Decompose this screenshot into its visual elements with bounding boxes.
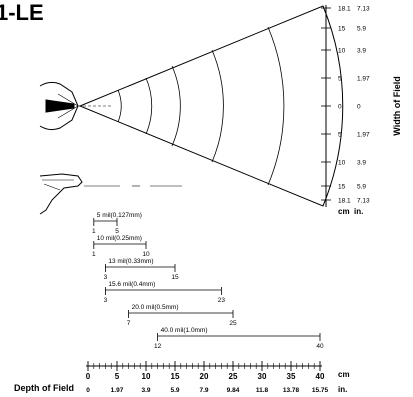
- resolution-bar: 40.0 mil(1.0mm) 12 40: [154, 327, 324, 350]
- depth-cm-tick-label: 40: [316, 372, 325, 381]
- width-in-tick-label: 7.13: [357, 6, 370, 13]
- scan-arc: [212, 50, 223, 162]
- depth-in-tick-label: 5.9: [170, 387, 179, 394]
- resolution-bar-label: 5 mil(0.127mm): [97, 212, 142, 219]
- width-in-tick-label: 3.9: [357, 160, 366, 167]
- scan-arc: [268, 27, 284, 185]
- width-cm-tick-label: 10: [338, 160, 346, 167]
- scanner-side-icon: [40, 174, 182, 214]
- depth-in-unit: in.: [338, 385, 347, 394]
- depth-cm-tick-label: 30: [258, 372, 267, 381]
- width-in-tick-label: 7.13: [357, 198, 370, 205]
- width-in-tick-label: 5.9: [357, 184, 366, 191]
- depth-cm-unit: cm: [338, 370, 350, 379]
- scan-arc: [146, 78, 152, 134]
- width-cm-tick-label: 0: [338, 104, 342, 111]
- resolution-bar-end-label: 15: [171, 274, 179, 281]
- depth-in-tick-label: 0: [86, 387, 90, 394]
- depth-in-tick-label: 7.9: [199, 387, 208, 394]
- depth-cm-tick-label: 25: [229, 372, 238, 381]
- width-axis-label: Width of Field: [392, 76, 402, 135]
- width-in-tick-label: 0: [357, 104, 361, 111]
- depth-cm-tick-label: 15: [171, 372, 180, 381]
- depth-cm-tick-label: 5: [115, 372, 120, 381]
- width-cm-tick-label: 15: [338, 184, 346, 191]
- depth-cm-tick-label: 0: [86, 372, 91, 381]
- depth-in-tick-label: 1.97: [111, 387, 124, 394]
- resolution-bar-start-label: 3: [104, 274, 108, 281]
- resolution-bar-label: 20.0 mil(0.5mm): [132, 304, 179, 311]
- model-title: 1-LE: [0, 0, 44, 25]
- resolution-bar-start-label: 7: [127, 320, 131, 327]
- width-in-tick-label: 1.97: [357, 132, 370, 139]
- width-cm-tick-label: 5: [338, 132, 342, 139]
- scan-arc: [118, 90, 121, 122]
- width-in-unit: in.: [354, 207, 363, 216]
- depth-cm-tick-label: 20: [200, 372, 209, 381]
- resolution-bar-end-label: 5: [115, 228, 119, 235]
- width-cm-tick-label: 5: [338, 76, 342, 83]
- resolution-bar-end-label: 23: [218, 297, 226, 304]
- width-in-tick-label: 5.9: [357, 26, 366, 33]
- width-cm-tick-label: 15: [338, 26, 346, 33]
- resolution-bar-start-label: 1: [92, 251, 96, 258]
- scan-fan: [80, 6, 343, 206]
- resolution-bar: 5 mil(0.127mm) 1 5: [92, 212, 142, 235]
- resolution-bar-label: 15.6 mil(0.4mm): [108, 281, 155, 288]
- depth-in-tick-label: 3.9: [141, 387, 150, 394]
- width-in-tick-label: 3.9: [357, 48, 366, 55]
- depth-in-tick-label: 13.78: [283, 387, 300, 394]
- depth-cm-tick-label: 35: [287, 372, 296, 381]
- resolution-bar: 10 mil(0.25mm) 1 10: [92, 235, 150, 258]
- depth-axis: 0 0 5 1.97 10 3.9 15 5.9 20 7.9 25 9.84 30 11.8 35 13.7…: [14, 361, 350, 394]
- scan-arc: [172, 66, 180, 146]
- depth-cm-tick-label: 10: [142, 372, 151, 381]
- width-cm-unit: cm: [338, 207, 350, 216]
- resolution-bar: 15.6 mil(0.4mm) 3 23: [104, 281, 226, 304]
- resolution-bar-label: 40.0 mil(1.0mm): [161, 327, 208, 334]
- resolution-bar-end-label: 10: [142, 251, 150, 258]
- resolution-bar: 20.0 mil(0.5mm) 7 25: [127, 304, 237, 327]
- resolution-bar: 13 mil(0.33mm) 3 15: [104, 258, 179, 281]
- resolution-bar-label: 13 mil(0.33mm): [108, 258, 153, 265]
- width-in-tick-label: 1.97: [357, 76, 370, 83]
- resolution-bar-start-label: 3: [104, 297, 108, 304]
- resolution-bar-start-label: 1: [92, 228, 96, 235]
- depth-in-tick-label: 9.84: [227, 387, 240, 394]
- resolution-bar-label: 10 mil(0.25mm): [97, 235, 142, 242]
- depth-in-tick-label: 15.75: [312, 387, 329, 394]
- resolution-bar-end-label: 25: [229, 320, 237, 327]
- width-cm-tick-label: 18.1: [338, 6, 351, 13]
- width-cm-tick-label: 18.1: [338, 198, 351, 205]
- scanner-front-icon: [40, 82, 112, 129]
- resolution-bar-end-label: 40: [316, 343, 324, 350]
- resolution-bar-start-label: 12: [154, 343, 162, 350]
- width-cm-tick-label: 10: [338, 48, 346, 55]
- depth-axis-label: Depth of Field: [14, 383, 74, 393]
- depth-in-tick-label: 11.8: [256, 387, 269, 394]
